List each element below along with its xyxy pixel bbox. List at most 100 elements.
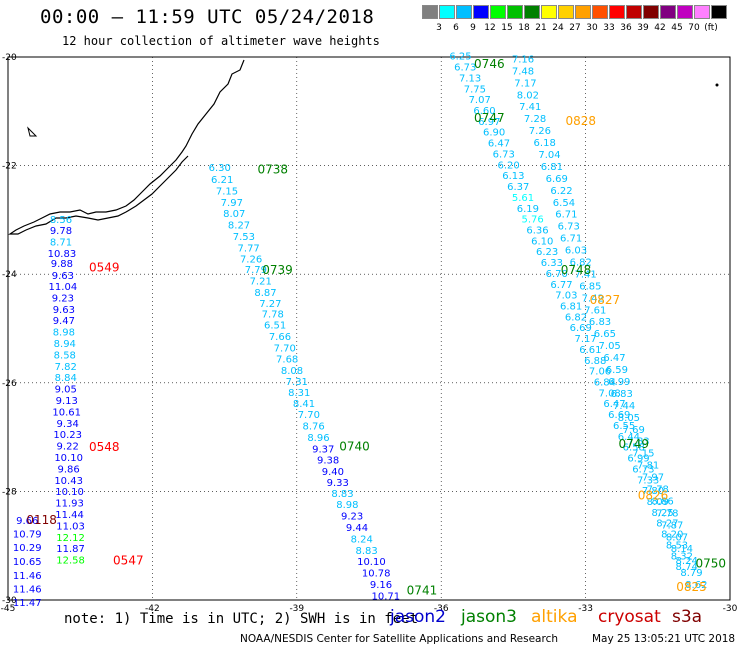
coastline bbox=[8, 59, 719, 235]
swh-value: 6.60 bbox=[473, 106, 495, 117]
swh-value: 6.23 bbox=[536, 247, 558, 258]
swh-value: 9.40 bbox=[322, 467, 344, 478]
swh-value: 6.85 bbox=[579, 281, 601, 292]
swh-value: 6.73 bbox=[493, 149, 515, 160]
swh-value: 9.23 bbox=[52, 293, 74, 304]
pass-time-label: 0547 bbox=[113, 554, 144, 568]
swh-value: 7.97 bbox=[221, 198, 243, 209]
swh-value: 9.16 bbox=[370, 580, 392, 591]
chart-title: 00:00 – 11:59 UTC 05/24/2018 bbox=[40, 6, 375, 28]
swh-value: 7.21 bbox=[250, 277, 272, 288]
swh-value: 6.69 bbox=[570, 323, 592, 334]
pass-time-label: 0827 bbox=[590, 293, 621, 307]
swh-value: 6.13 bbox=[502, 171, 524, 182]
legend-swatch bbox=[490, 5, 506, 19]
swh-value: 7.17 bbox=[514, 78, 536, 89]
legend-label: (ft) bbox=[704, 23, 718, 33]
coastline-path bbox=[8, 59, 245, 235]
swh-value: 8.58 bbox=[54, 350, 76, 361]
swh-value: 6.36 bbox=[526, 225, 548, 236]
legend-swatch bbox=[524, 5, 540, 19]
swh-value: 7.75 bbox=[464, 84, 486, 95]
swh-value: 7.77 bbox=[238, 243, 260, 254]
swh-value: 8.96 bbox=[307, 433, 329, 444]
swh-value: 7.26 bbox=[240, 254, 262, 265]
legend-swatch bbox=[541, 5, 557, 19]
swh-value: 6.54 bbox=[553, 198, 575, 209]
legend-swatch bbox=[575, 5, 591, 19]
swh-value: 10.43 bbox=[54, 476, 83, 487]
y-tick-label: -28 bbox=[2, 487, 17, 497]
swh-value: 6.73 bbox=[454, 63, 476, 74]
sat-label-jason2: jason2 bbox=[390, 607, 446, 627]
y-tick-label: -30 bbox=[2, 596, 17, 606]
swh-value: 6.20 bbox=[497, 160, 519, 171]
swh-value: 6.30 bbox=[209, 163, 231, 174]
swh-value: 6.83 bbox=[611, 389, 633, 400]
legend-swatch bbox=[439, 5, 455, 19]
pass-time-label: 0741 bbox=[407, 584, 438, 598]
swh-value: 7.78 bbox=[262, 310, 284, 321]
swh-value: 8.56 bbox=[50, 215, 72, 226]
x-tick-label: -30 bbox=[723, 604, 738, 614]
swh-value: 11.03 bbox=[56, 521, 85, 532]
swh-value: 8.86 bbox=[651, 496, 673, 507]
swh-value: 8.79 bbox=[680, 568, 702, 579]
pass-time-label: 0549 bbox=[89, 260, 120, 274]
swh-value: 8.94 bbox=[54, 339, 76, 350]
swh-value: 7.27 bbox=[259, 299, 281, 310]
swh-value: 7.83 bbox=[627, 437, 649, 448]
swh-value: 6.10 bbox=[531, 236, 553, 247]
swh-value: 6.22 bbox=[550, 186, 572, 197]
swh-value: 8.83 bbox=[355, 546, 377, 557]
swh-value: 8.87 bbox=[254, 288, 276, 299]
legend-label: 9 bbox=[470, 23, 476, 33]
island-dot bbox=[715, 83, 719, 87]
swh-value: 10.23 bbox=[53, 430, 82, 441]
swh-value: 6.99 bbox=[608, 377, 630, 388]
swh-value: 8.20 bbox=[661, 530, 683, 541]
pass-time-label: 0749 bbox=[618, 437, 649, 451]
swh-value: 7.17 bbox=[574, 334, 596, 345]
sat-label-s3a: s3a bbox=[672, 607, 703, 627]
swh-value: 8.27 bbox=[656, 519, 678, 530]
swh-value: 6.37 bbox=[507, 182, 529, 193]
swh-value: 5.61 bbox=[512, 193, 534, 204]
swh-value: 9.66 bbox=[16, 516, 38, 527]
swh-value: 8.62 bbox=[685, 580, 707, 591]
swh-value: 8.83 bbox=[331, 489, 353, 500]
pass-time-label: 0828 bbox=[566, 114, 597, 128]
swh-value: 7.13 bbox=[459, 73, 481, 84]
swh-value: 7.81 bbox=[637, 461, 659, 472]
x-tick-label: -45 bbox=[1, 604, 16, 614]
legend-swatch bbox=[456, 5, 472, 19]
pass-time-label: 0548 bbox=[89, 440, 120, 454]
swh-value: 8.25 bbox=[651, 508, 673, 519]
swh-value: 9.38 bbox=[317, 456, 339, 467]
legend-label: 30 bbox=[586, 23, 598, 33]
legend-label: 6 bbox=[453, 23, 459, 33]
swh-value: 7.61 bbox=[584, 305, 606, 316]
chart-note: note: 1) Time is in UTC; 2) SWH is in fe… bbox=[64, 611, 419, 627]
swh-value: 6.18 bbox=[534, 138, 556, 149]
swh-value: 11.46 bbox=[13, 584, 42, 595]
swh-value: 10.61 bbox=[52, 407, 81, 418]
swh-value: 6.25 bbox=[449, 52, 471, 63]
sat-label-cryosat: cryosat bbox=[598, 607, 661, 627]
swh-value: 7.48 bbox=[512, 66, 534, 77]
swh-value: 6.51 bbox=[264, 321, 286, 332]
swh-value: 7.05 bbox=[599, 341, 621, 352]
pass-time-label: 0118 bbox=[26, 513, 57, 527]
x-tick-label: -39 bbox=[289, 604, 304, 614]
swh-value: 9.13 bbox=[56, 396, 78, 407]
pass-times: 0549 0548 0547 0738 0739 0740 0741 0746 0747 0748… bbox=[26, 57, 726, 598]
legend-label: 36 bbox=[620, 23, 632, 33]
swh-value: 9.78 bbox=[50, 226, 72, 237]
pass-time-label: 0750 bbox=[695, 556, 726, 570]
swh-value: 8.14 bbox=[671, 544, 693, 555]
swh-value: 7.70 bbox=[274, 343, 296, 354]
swh-value: 7.66 bbox=[269, 332, 291, 343]
legend-label: 27 bbox=[569, 23, 581, 33]
swh-value: 7.87 bbox=[661, 520, 683, 531]
